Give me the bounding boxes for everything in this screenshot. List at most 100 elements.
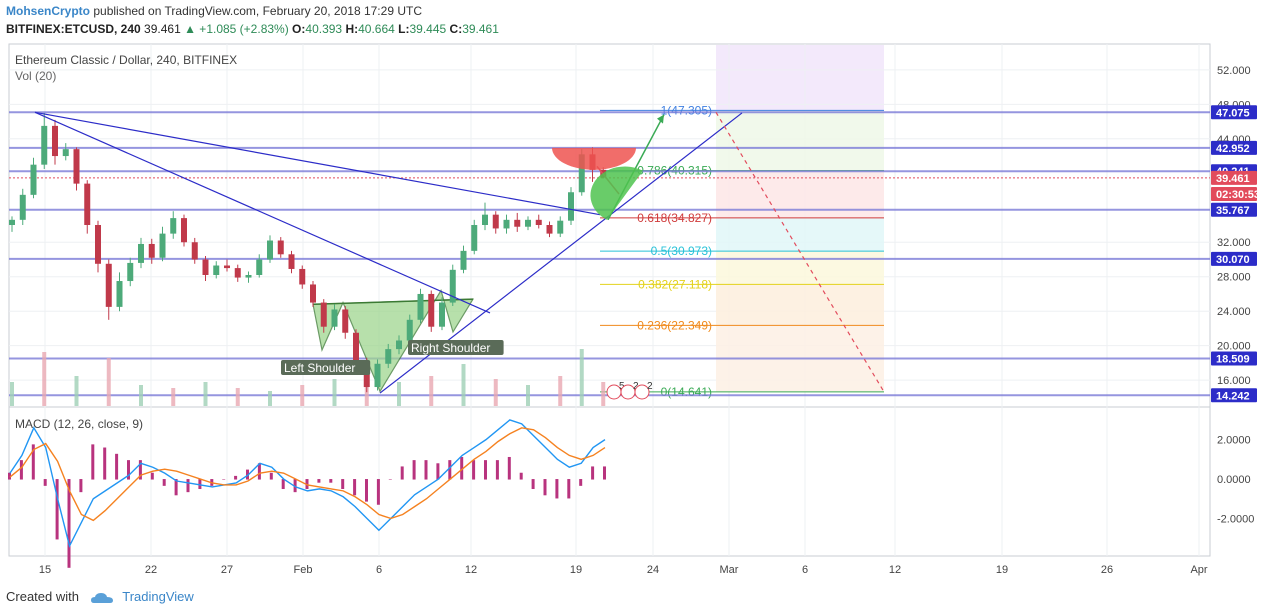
candle-body xyxy=(9,219,15,225)
y-tick-label: 20.000 xyxy=(1217,341,1251,353)
macd-histogram-bar xyxy=(317,479,321,483)
candle-body xyxy=(310,284,316,303)
event-flag-icon xyxy=(634,384,650,400)
macd-histogram-bar xyxy=(341,479,345,490)
candle-body xyxy=(546,225,553,234)
macd-histogram-bar xyxy=(365,479,368,502)
macd-pane xyxy=(8,419,606,568)
volume-bar xyxy=(171,388,176,406)
close-label: C: xyxy=(449,22,463,36)
candle-body xyxy=(138,243,144,263)
macd-histogram-bar xyxy=(424,460,428,480)
x-tick-label: 15 xyxy=(39,564,51,576)
downtrend-line xyxy=(34,111,601,216)
candle-body xyxy=(535,219,542,225)
x-tick-label: 6 xyxy=(376,564,382,576)
price-tag-label: 39.461 xyxy=(1216,173,1250,185)
candle-body xyxy=(299,268,306,285)
projected-drop-line xyxy=(715,111,885,393)
macd-histogram-bar xyxy=(67,479,71,568)
volume-bar xyxy=(493,379,498,406)
macd-histogram-bar xyxy=(269,472,273,480)
target-arrowhead xyxy=(657,114,664,124)
x-tick-label: 19 xyxy=(996,564,1008,576)
candle-body xyxy=(439,302,445,327)
macd-histogram-bar xyxy=(400,466,404,480)
macd-histogram-bar xyxy=(138,460,142,480)
price-tag xyxy=(1211,140,1257,155)
candle-body xyxy=(406,319,413,341)
candle-body xyxy=(73,149,80,184)
candle-body xyxy=(374,363,381,388)
fib-band xyxy=(716,217,884,252)
candle-body xyxy=(159,233,166,258)
candle-body xyxy=(191,242,198,260)
macd-histogram-bar xyxy=(55,479,59,540)
macd-histogram-bar xyxy=(257,463,261,480)
candle-body xyxy=(256,259,263,275)
volume-bar xyxy=(203,382,208,406)
price-tag xyxy=(1211,170,1257,185)
macd-title: MACD (12, 26, close, 9) xyxy=(15,417,143,431)
macd-histogram-bar xyxy=(43,479,47,486)
last-price: 39.461 xyxy=(144,22,181,36)
price-tag xyxy=(1211,351,1257,366)
top-semicircle xyxy=(552,147,636,170)
candle-body xyxy=(353,332,359,362)
axes: 52.00048.00044.00032.00028.00024.00020.0… xyxy=(39,65,1260,576)
macd-histogram-bar xyxy=(567,479,571,499)
macd-histogram-bar xyxy=(448,460,452,480)
macd-histogram-bar xyxy=(115,453,119,480)
candle-body xyxy=(127,262,134,282)
macd-histogram-bar xyxy=(472,460,476,480)
author-name[interactable]: MohsenCrypto xyxy=(6,4,90,18)
macd-histogram-bar xyxy=(79,479,83,493)
x-tick-label: Mar xyxy=(720,564,739,576)
candle-body xyxy=(62,149,69,157)
candle-body xyxy=(277,240,284,255)
x-tick-label: Feb xyxy=(294,564,313,576)
candle-body xyxy=(234,268,241,278)
macd-histogram-bar xyxy=(31,444,35,480)
candle-body xyxy=(41,125,48,165)
macd-histogram-bar xyxy=(162,479,166,486)
close-value: 39.461 xyxy=(462,22,499,36)
price-tag-label: 14.242 xyxy=(1216,390,1250,402)
candle-body xyxy=(224,265,230,269)
macd-histogram-bar xyxy=(436,463,440,480)
candle-body xyxy=(52,125,58,157)
background-layer xyxy=(8,43,1211,557)
price-tag-label: 30.070 xyxy=(1216,254,1250,266)
macd-histogram-bar xyxy=(246,469,249,480)
macd-histogram-bar xyxy=(198,479,202,490)
volume-bar xyxy=(268,391,272,406)
candle-body xyxy=(95,225,101,264)
tradingview-link[interactable]: TradingView xyxy=(122,589,194,604)
candle-body xyxy=(84,183,91,225)
macd-histogram-bar xyxy=(376,479,380,505)
annotation-label: Left Shoulder xyxy=(284,361,355,375)
macd-histogram-bar xyxy=(293,479,297,493)
x-tick-label: 26 xyxy=(1101,564,1113,576)
candle-body xyxy=(460,250,467,270)
fib-level-label: 0.5(30.973) xyxy=(651,244,712,258)
y-tick-label: 32.000 xyxy=(1217,237,1251,249)
macd-histogram-bar xyxy=(555,479,559,499)
x-tick-label: 6 xyxy=(802,564,808,576)
candle-body xyxy=(449,269,456,303)
price-tag xyxy=(1211,202,1257,217)
candle-body xyxy=(202,259,209,275)
chart-canvas[interactable]: 1(47.305)0.786(40.315)0.618(34.827)0.5(3… xyxy=(0,0,1268,590)
volume-bar xyxy=(461,364,466,406)
price-tag-label: 47.075 xyxy=(1216,107,1250,119)
y-tick-label: 16.000 xyxy=(1217,375,1251,387)
low-value: 39.445 xyxy=(409,22,447,36)
macd-line xyxy=(9,419,606,549)
macd-histogram-bar xyxy=(495,460,499,480)
candle-body xyxy=(105,263,112,307)
candle-body xyxy=(471,225,478,251)
macd-histogram-bar xyxy=(174,479,178,496)
macd-histogram-bar xyxy=(543,479,547,496)
macd-histogram-bar xyxy=(460,456,464,480)
